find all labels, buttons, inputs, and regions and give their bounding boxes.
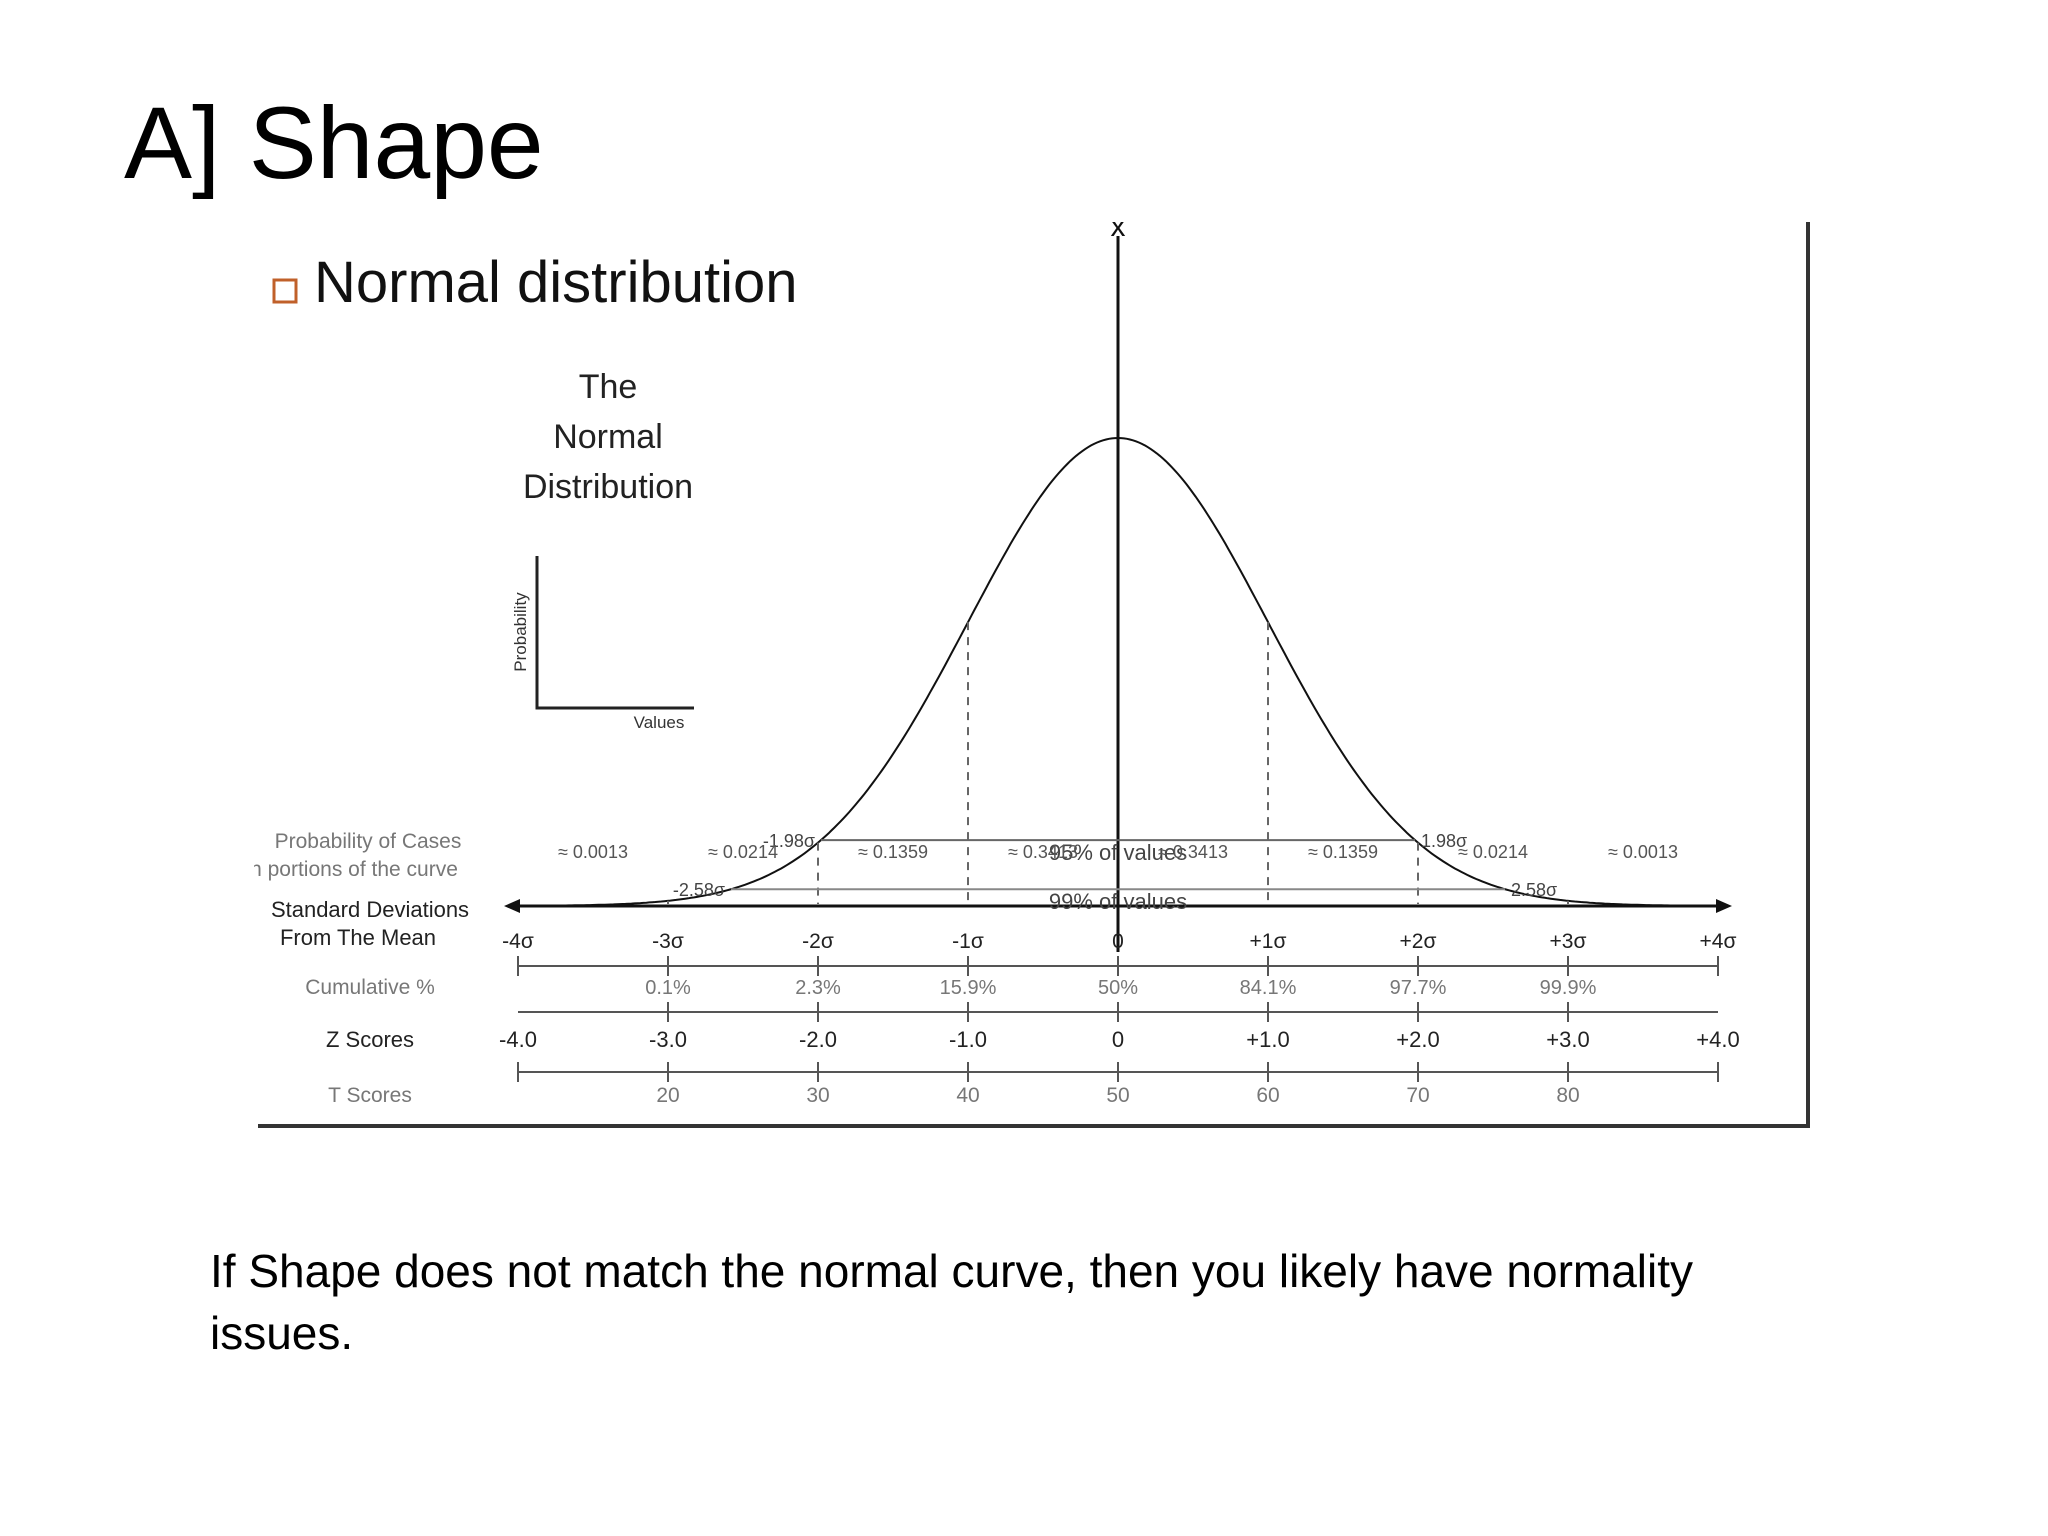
bullet-square-icon <box>272 278 298 304</box>
band-99-label: 99% of values <box>1049 889 1187 914</box>
cumulative-value: 84.1% <box>1240 977 1297 999</box>
mean-symbol-label: x̄ <box>1111 222 1126 243</box>
z-score-value: +3.0 <box>1546 1027 1589 1052</box>
cumulative-value: 15.9% <box>940 977 997 999</box>
slide-caption: If Shape does not match the normal curve… <box>210 1245 1694 1359</box>
t-score-value: 20 <box>656 1084 679 1107</box>
sd-tick-label: -2σ <box>802 930 834 953</box>
z-score-value: -2.0 <box>799 1027 837 1052</box>
sd-tick-label: +4σ <box>1700 930 1737 953</box>
probability-value: ≈ 0.3413 <box>1158 842 1228 862</box>
cumulative-value: 2.3% <box>795 977 841 999</box>
z-score-value: -1.0 <box>949 1027 987 1052</box>
inset-x-label: Values <box>634 713 685 732</box>
inset-title-line: Normal <box>553 418 663 456</box>
band-95-left-label: -1.98σ <box>763 831 815 851</box>
band-99-right-label: 2.58σ <box>1511 880 1557 900</box>
t-score-value: 70 <box>1406 1084 1429 1107</box>
z-score-value: 0 <box>1112 1027 1124 1052</box>
axis-arrow-left <box>504 899 520 913</box>
probability-value: ≈ 0.3413 <box>1008 842 1078 862</box>
axis-arrow-right <box>1716 899 1732 913</box>
z-score-value: -4.0 <box>499 1027 537 1052</box>
sd-tick-label: +3σ <box>1550 930 1587 953</box>
probability-value: ≈ 0.0013 <box>558 842 628 862</box>
sd-tick-label: +2σ <box>1400 930 1437 953</box>
sd-tick-label: +1σ <box>1250 930 1287 953</box>
t-score-value: 80 <box>1556 1084 1579 1107</box>
cumulative-value: 99.9% <box>1540 977 1597 999</box>
sd-tick-label: -4σ <box>502 930 534 953</box>
z-score-value: -3.0 <box>649 1027 687 1052</box>
probability-value: ≈ 0.0013 <box>1608 842 1678 862</box>
inset-y-label: Probability <box>511 592 530 672</box>
sd-tick-label: -3σ <box>652 930 684 953</box>
band-95-right-label: 1.98σ <box>1421 831 1467 851</box>
t-score-value: 40 <box>956 1084 979 1107</box>
probability-value: ≈ 0.0214 <box>708 842 778 862</box>
sd-tick-label: -1σ <box>952 930 984 953</box>
probability-value: ≈ 0.1359 <box>1308 842 1378 862</box>
t-score-value: 60 <box>1256 1084 1279 1107</box>
probability-value: ≈ 0.0214 <box>1458 842 1528 862</box>
t-row-label: T Scores <box>328 1084 412 1107</box>
cumulative-value: 0.1% <box>645 977 691 999</box>
cumulative-value: 97.7% <box>1390 977 1447 999</box>
t-score-value: 50 <box>1106 1084 1129 1107</box>
cumulative-row-label: Cumulative % <box>305 976 435 999</box>
sd-row-label: From The Mean <box>280 925 436 950</box>
probability-row-label: Probability of Cases <box>275 830 462 853</box>
sd-tick-label: 0 <box>1112 930 1124 953</box>
probability-row-label: n portions of the curve <box>254 858 458 881</box>
inset-title-line: The <box>579 368 638 406</box>
probability-value: ≈ 0.1359 <box>858 842 928 862</box>
z-score-value: +1.0 <box>1246 1027 1289 1052</box>
inset-title-line: Distribution <box>523 468 693 506</box>
z-score-value: +4.0 <box>1696 1027 1739 1052</box>
bullet-heading: Normal distribution <box>314 250 798 315</box>
z-row-label: Z Scores <box>326 1027 414 1052</box>
z-score-value: +2.0 <box>1396 1027 1439 1052</box>
normal-distribution-diagram: x̄ -1.98σ 1.98σ 95% of values -2.58σ 2.58σ 99%… <box>254 222 1810 1128</box>
normal-distribution-figure: x̄ -1.98σ 1.98σ 95% of values -2.58σ 2.58σ 99%… <box>254 222 1814 1130</box>
sd-row-label: Standard Deviations <box>271 897 469 922</box>
cumulative-value: 50% <box>1098 977 1138 999</box>
band-95-label: 95% of values <box>1049 840 1187 865</box>
slide-title: A] Shape <box>124 86 544 200</box>
band-99-left-label: -2.58σ <box>673 880 725 900</box>
inset-axes <box>535 556 694 710</box>
t-score-value: 30 <box>806 1084 829 1107</box>
